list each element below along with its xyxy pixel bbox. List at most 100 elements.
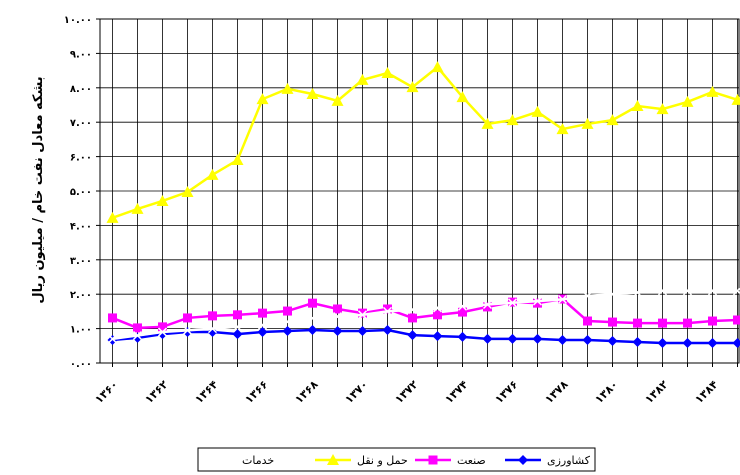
- marker: [357, 326, 368, 337]
- marker: [428, 455, 438, 465]
- marker: [332, 326, 343, 337]
- marker: [656, 103, 669, 115]
- marker: [307, 324, 318, 335]
- y-tick-label: ۹.۰۰: [70, 49, 92, 60]
- marker: [232, 329, 243, 340]
- marker: [607, 335, 618, 346]
- x-tick-label: ۱۳۷۰: [342, 378, 370, 406]
- marker: [731, 93, 740, 105]
- marker: [183, 313, 192, 323]
- x-tick-label: ۱۳۸۲: [642, 378, 670, 406]
- marker: [256, 93, 269, 105]
- marker: [481, 117, 494, 129]
- marker: [632, 337, 643, 348]
- marker: [132, 330, 143, 341]
- marker: [732, 338, 740, 349]
- marker: [432, 331, 443, 342]
- marker: [133, 323, 142, 333]
- marker: [357, 310, 368, 320]
- marker: [382, 324, 393, 335]
- marker: [507, 333, 518, 344]
- series-line: [112, 65, 738, 220]
- y-tick-label: ۵.۰۰: [70, 187, 92, 198]
- marker: [581, 117, 594, 129]
- y-tick-label: ۷.۰۰: [70, 118, 92, 129]
- marker: [207, 324, 218, 334]
- marker: [606, 114, 619, 126]
- marker: [307, 313, 318, 323]
- marker: [406, 81, 419, 93]
- marker: [306, 87, 319, 99]
- marker: [681, 95, 694, 107]
- y-tick-label: ۳.۰۰: [70, 256, 92, 267]
- marker: [633, 318, 642, 328]
- marker: [482, 299, 493, 310]
- marker: [381, 67, 394, 79]
- x-tick-label: ۱۳۷۶: [492, 378, 520, 406]
- marker: [657, 286, 668, 296]
- marker: [408, 313, 417, 323]
- marker: [407, 305, 418, 315]
- y-tick-label: ۶.۰۰: [70, 153, 92, 164]
- marker: [333, 304, 342, 314]
- marker: [233, 310, 242, 320]
- marker: [583, 316, 592, 326]
- marker: [156, 194, 169, 206]
- x-tick-label: ۱۳۶۸: [292, 378, 320, 406]
- marker: [458, 307, 467, 317]
- marker: [707, 286, 718, 296]
- marker: [407, 330, 418, 341]
- y-tick-label: ۱۰.۰۰: [64, 15, 92, 26]
- marker: [206, 168, 219, 180]
- marker: [483, 302, 492, 312]
- marker: [707, 338, 718, 349]
- marker: [157, 327, 168, 337]
- marker: [257, 327, 268, 338]
- marker: [607, 289, 618, 299]
- marker: [456, 91, 469, 103]
- marker: [433, 310, 442, 320]
- y-tick-label: ۴.۰۰: [70, 221, 92, 232]
- legend-label: صنعت: [457, 454, 486, 467]
- marker: [557, 294, 568, 304]
- x-tick-label: ۱۳۶۰: [92, 378, 120, 406]
- marker: [258, 308, 267, 318]
- marker: [733, 315, 740, 325]
- marker: [131, 202, 144, 214]
- x-tick-label: ۱۳۷۴: [442, 378, 470, 406]
- marker: [682, 286, 693, 296]
- y-tick-label: ۸.۰۰: [70, 84, 92, 95]
- marker: [383, 304, 392, 314]
- marker: [657, 338, 668, 349]
- marker: [532, 333, 543, 344]
- marker: [708, 316, 717, 326]
- marker: [608, 317, 617, 327]
- marker: [556, 123, 569, 135]
- marker: [106, 211, 119, 223]
- series-line: [112, 289, 738, 341]
- marker: [213, 455, 223, 465]
- marker: [332, 312, 343, 322]
- marker: [732, 286, 740, 296]
- marker: [257, 320, 268, 330]
- x-tick-label: ۱۳۶۴: [192, 378, 220, 406]
- y-axis-title: بشکه معادل نفت خام / میلیون ریال: [31, 76, 46, 303]
- marker: [208, 311, 217, 321]
- legend-label: کشاورزی: [547, 454, 591, 467]
- y-tick-label: ۲.۰۰: [70, 290, 92, 301]
- marker: [582, 291, 593, 301]
- marker: [181, 186, 194, 198]
- marker: [432, 303, 443, 313]
- marker: [506, 114, 519, 126]
- marker: [658, 318, 667, 328]
- marker: [518, 455, 528, 465]
- marker: [457, 301, 468, 311]
- series-line: [112, 297, 738, 330]
- marker: [631, 100, 644, 112]
- x-tick-label: ۱۳۸۴: [692, 378, 720, 406]
- marker: [382, 306, 393, 316]
- marker: [108, 313, 117, 323]
- marker: [682, 338, 693, 349]
- marker: [107, 334, 118, 344]
